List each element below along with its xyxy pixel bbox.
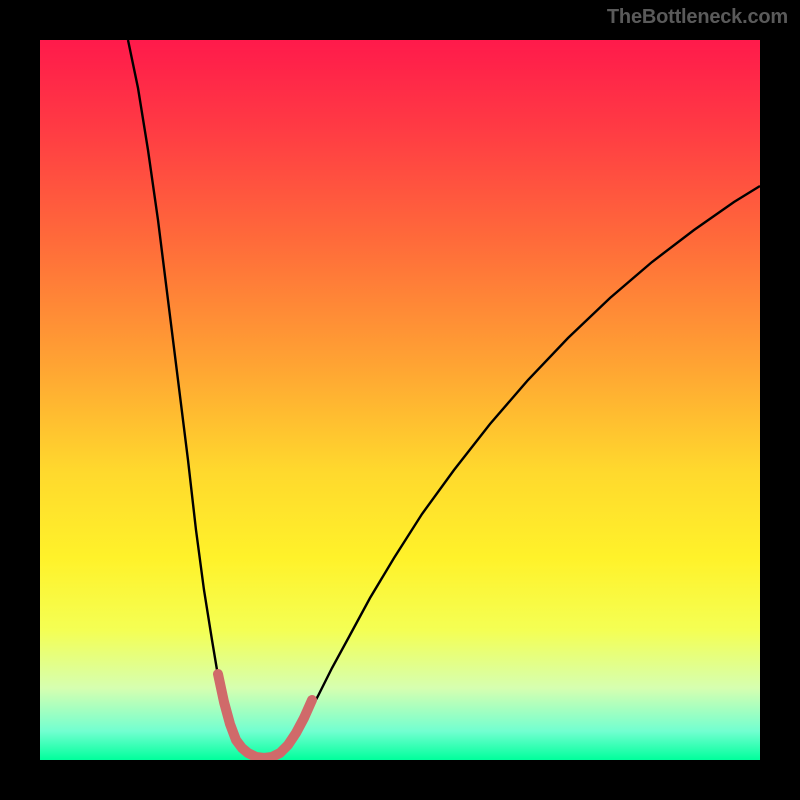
watermark-text: TheBottleneck.com (607, 6, 788, 29)
plot-area (40, 40, 760, 760)
optimal-zone-marker (218, 674, 312, 758)
chart-container: TheBottleneck.com (0, 0, 800, 800)
bottleneck-curve (128, 40, 760, 757)
curve-layer (40, 40, 760, 760)
